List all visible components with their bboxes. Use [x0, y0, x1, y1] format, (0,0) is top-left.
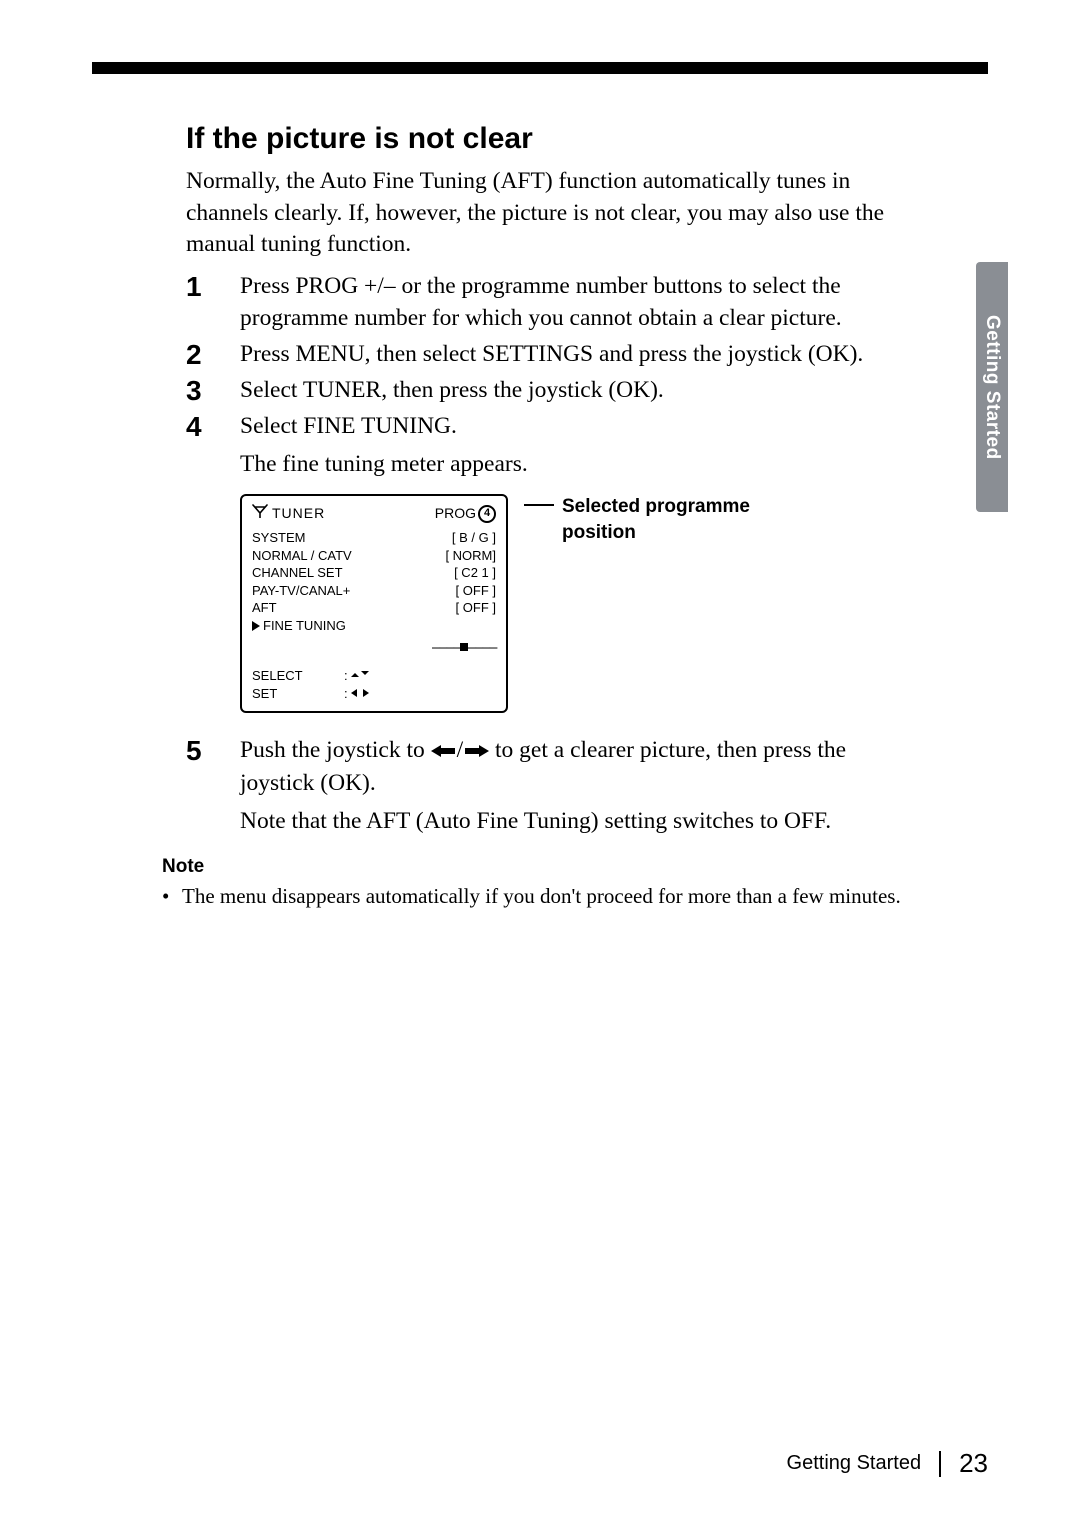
header-rule	[92, 62, 988, 74]
meter-marker	[460, 643, 468, 651]
osd-footer-row: SET :	[252, 685, 496, 703]
osd-list: SYSTEM [ B / G ] NORMAL / CATV [ NORM] CHA…	[252, 529, 496, 657]
osd-fine-tuning-label: FINE TUNING	[263, 617, 346, 635]
bullet: •	[162, 882, 182, 910]
page: Getting Started If the picture is not cl…	[0, 0, 1080, 1533]
step-text: Select FINE TUNING.	[240, 411, 906, 443]
colon: :	[344, 685, 351, 703]
page-footer: Getting Started 23	[787, 1448, 988, 1479]
osd-header: TUNER PROG 4	[252, 504, 496, 523]
triangle-right-icon	[252, 621, 260, 631]
step-3: 3 Select TUNER, then press the joystick …	[186, 375, 906, 407]
callout-line1: Selected programme	[562, 494, 750, 520]
osd-value: [ OFF ]	[456, 599, 496, 617]
footer-section: Getting Started	[787, 1452, 922, 1475]
callout-text: Selected programme position	[562, 494, 750, 545]
osd-select-label: SELECT	[252, 667, 344, 685]
footer-separator	[939, 1451, 941, 1477]
step-subtext: Note that the AFT (Auto Fine Tuning) set…	[240, 806, 906, 838]
osd-value: [ NORM]	[445, 547, 496, 565]
arrow-right-icon	[463, 737, 489, 769]
arrows-left-right-icon	[351, 685, 369, 703]
step5-text-a: Push the joystick to	[240, 737, 431, 763]
step-number: 5	[186, 735, 240, 767]
step-5: 5 Push the joystick to / to get a cleare…	[186, 735, 906, 838]
osd-row: PAY-TV/CANAL+ [ OFF ]	[252, 582, 496, 600]
osd-prog-wrap: PROG 4	[435, 504, 496, 523]
note-item: • The menu disappears automatically if y…	[162, 882, 906, 910]
side-tab-label: Getting Started	[981, 315, 1003, 460]
step-text: Press MENU, then select SETTINGS and pre…	[240, 339, 906, 371]
osd-title-wrap: TUNER	[252, 504, 325, 523]
osd-value: [ OFF ]	[456, 582, 496, 600]
step-text: Select TUNER, then press the joystick (O…	[240, 375, 906, 407]
osd-row: SYSTEM [ B / G ]	[252, 529, 496, 547]
figure-row: TUNER PROG 4 SYSTEM [ B / G ] NORMAL / CA…	[240, 494, 906, 712]
step-2: 2 Press MENU, then select SETTINGS and p…	[186, 339, 906, 371]
step-body: Push the joystick to / to get a clearer …	[240, 735, 906, 838]
step-number: 1	[186, 271, 240, 303]
step-1: 1 Press PROG +/– or the programme number…	[186, 271, 906, 334]
osd-row: CHANNEL SET [ C2 1 ]	[252, 564, 496, 582]
callout-line2: position	[562, 520, 750, 546]
step-number: 3	[186, 375, 240, 407]
callout-leader-line	[524, 504, 554, 506]
osd-set-label: SET	[252, 685, 344, 703]
step-list: 1 Press PROG +/– or the programme number…	[186, 271, 906, 838]
step-4: 4 Select FINE TUNING. The fine tuning me…	[186, 411, 906, 731]
step-text: Push the joystick to / to get a clearer …	[240, 735, 906, 800]
step-subtext: The fine tuning meter appears.	[240, 449, 906, 481]
arrows-up-down-icon	[351, 667, 369, 685]
osd-key: CHANNEL SET	[252, 564, 343, 582]
step-number: 2	[186, 339, 240, 371]
osd-footer: SELECT : SET :	[252, 667, 496, 702]
osd-box: TUNER PROG 4 SYSTEM [ B / G ] NORMAL / CA…	[240, 494, 508, 712]
step-text: Press PROG +/– or the programme number b…	[240, 271, 906, 334]
footer-page-number: 23	[959, 1448, 988, 1479]
osd-key: NORMAL / CATV	[252, 547, 352, 565]
step-number: 4	[186, 411, 240, 443]
osd-footer-row: SELECT :	[252, 667, 496, 685]
section-title: If the picture is not clear	[186, 122, 906, 156]
note-block: Note • The menu disappears automatically…	[186, 856, 906, 910]
osd-fine-tuning-row: FINE TUNING	[252, 617, 496, 635]
content-area: If the picture is not clear Normally, th…	[186, 122, 906, 910]
callout: Selected programme position	[524, 494, 750, 545]
colon: :	[344, 667, 351, 685]
osd-value: [ B / G ]	[452, 529, 496, 547]
osd-key: AFT	[252, 599, 277, 617]
fine-tuning-meter: ––––––––	[252, 639, 496, 658]
step-body: Select FINE TUNING. The fine tuning mete…	[240, 411, 906, 731]
antenna-icon	[252, 504, 268, 523]
osd-key: PAY-TV/CANAL+	[252, 582, 350, 600]
note-heading: Note	[162, 856, 906, 878]
osd-title: TUNER	[272, 504, 325, 523]
arrow-left-icon	[431, 737, 457, 769]
osd-key: SYSTEM	[252, 529, 305, 547]
osd-row: AFT [ OFF ]	[252, 599, 496, 617]
intro-paragraph: Normally, the Auto Fine Tuning (AFT) fun…	[186, 166, 906, 261]
side-tab: Getting Started	[976, 262, 1008, 512]
osd-value: [ C2 1 ]	[454, 564, 496, 582]
osd-row: NORMAL / CATV [ NORM]	[252, 547, 496, 565]
osd-prog-number: 4	[478, 505, 496, 523]
note-text: The menu disappears automatically if you…	[182, 882, 901, 910]
osd-prog-label: PROG	[435, 504, 476, 523]
